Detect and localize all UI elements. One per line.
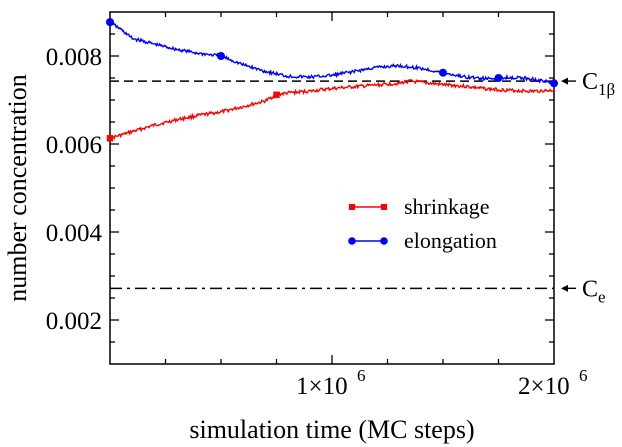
series-marker-elongation (106, 18, 114, 27)
series-marker-elongation (439, 68, 447, 77)
x-axis-title: simulation time (MC steps) (189, 415, 474, 444)
legend-label-elongation: elongation (404, 228, 497, 253)
y-tick-label: 0.006 (46, 132, 102, 159)
legend-marker-elongation (380, 237, 388, 245)
y-tick-label: 0.004 (46, 220, 103, 247)
series-marker-elongation (550, 79, 558, 88)
series-marker-elongation (217, 52, 225, 60)
axis-tick-labels: 0.002 0.004 0.006 0.008 1×10 6 2×10 6 (46, 44, 588, 400)
plot-frame (109, 11, 555, 365)
y-tick-label: 0.008 (46, 44, 102, 71)
x-tick-label: 1×10 (296, 373, 348, 400)
x-tick-label-exponent: 6 (357, 366, 366, 385)
x-tick-label: 2×10 (518, 373, 570, 400)
reference-arrowhead (561, 284, 568, 292)
series-line-elongation (109, 20, 555, 87)
reference-arrowhead (561, 77, 568, 85)
legend-marker-elongation (348, 237, 356, 245)
legend-label-shrinkage: shrinkage (404, 194, 490, 219)
legend-marker-shrinkage (381, 204, 387, 210)
series-marker-shrinkage (106, 135, 114, 142)
series-layer (106, 18, 558, 142)
axis-ticks (110, 12, 554, 364)
y-tick-label: 0.002 (46, 308, 102, 335)
legend-marker-shrinkage (349, 204, 355, 210)
reference-label: C1β (582, 69, 615, 99)
x-tick-label-exponent: 6 (579, 366, 588, 385)
reference-label: Ce (582, 276, 606, 306)
series-marker-shrinkage (273, 91, 280, 98)
legend: shrinkage elongation (348, 194, 497, 253)
series-marker-elongation (494, 74, 503, 82)
reference-lines: C1β Ce (110, 69, 615, 306)
series-line-shrinkage (109, 78, 555, 141)
y-axis-title: number concentration (3, 74, 32, 301)
